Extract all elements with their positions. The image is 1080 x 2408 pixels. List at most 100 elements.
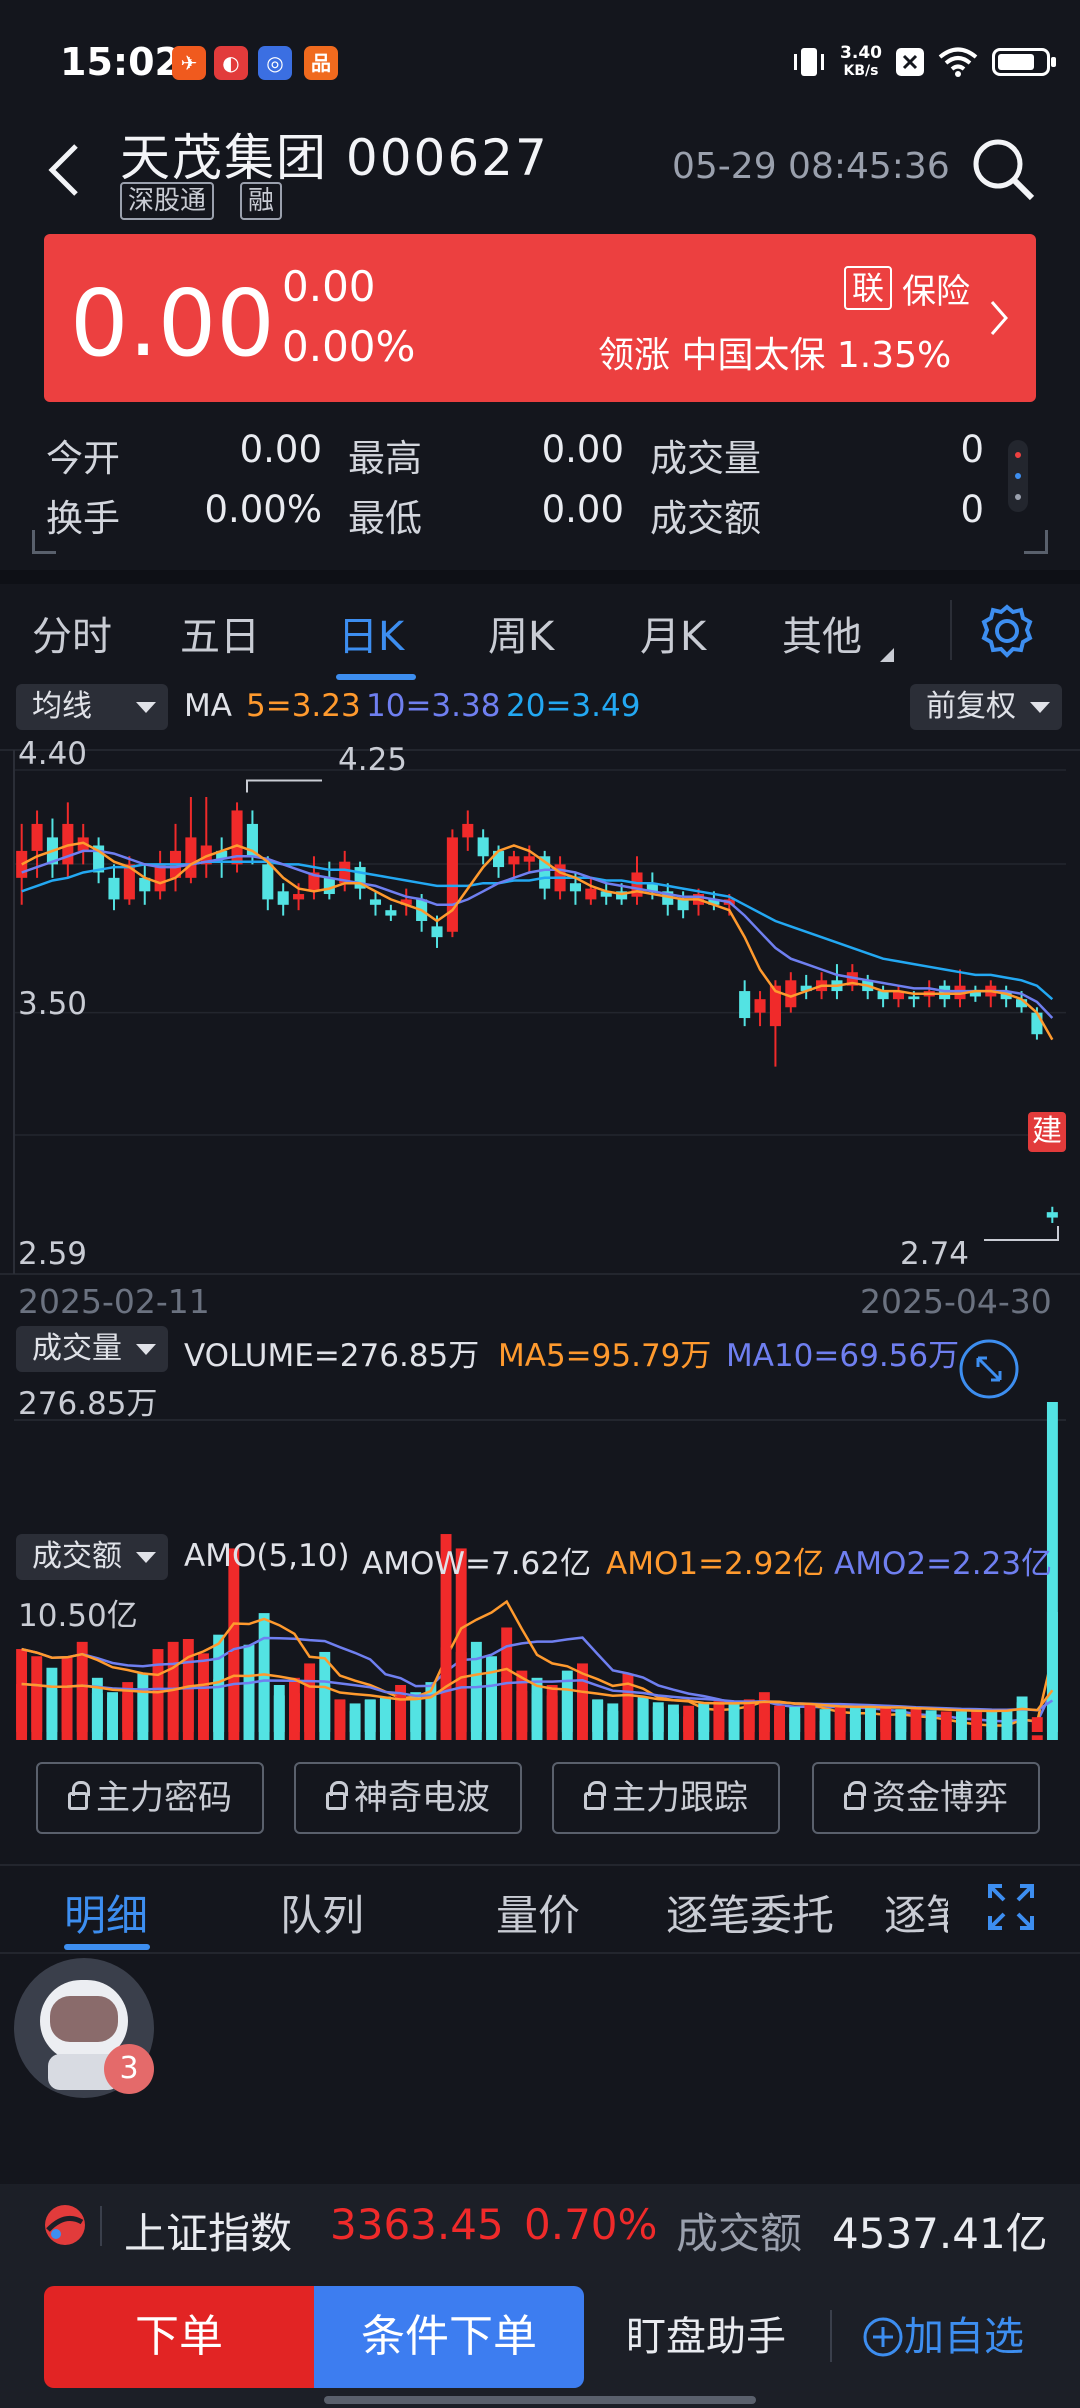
conditional-order-button[interactable]: 条件下单 xyxy=(314,2286,584,2388)
date-end: 2025-04-30 xyxy=(860,1282,1052,1321)
amount-bar xyxy=(1001,1709,1013,1732)
subtab-volume-price[interactable]: 量价 xyxy=(496,1891,581,1940)
build-position-marker[interactable]: 建 xyxy=(1028,1112,1066,1152)
amount-bar xyxy=(758,1700,770,1732)
ma-selector[interactable]: 均线 xyxy=(16,684,168,730)
volume-max: 276.85万 xyxy=(18,1386,158,1422)
candle-body xyxy=(369,899,382,905)
amount-ma5-line xyxy=(21,1667,1054,1713)
indicator-main-force-tracking[interactable]: 主力跟踪 xyxy=(552,1762,780,1834)
lock-icon xyxy=(326,1781,348,1810)
amount-bar xyxy=(622,1692,634,1732)
amount-bar xyxy=(425,1694,437,1732)
amount-bar xyxy=(607,1703,619,1732)
stat-label-volume: 成交量 xyxy=(650,437,761,480)
stat-value-high: 0.00 xyxy=(541,428,624,471)
candle-body xyxy=(508,856,520,865)
stat-value-open: 0.00 xyxy=(239,428,322,471)
status-bar: 15:02 ✈ ◐ ◎ 品 3.40 KB/s xyxy=(0,0,1080,120)
amount-bar xyxy=(379,1698,391,1732)
ma20-value: 20=3.49 xyxy=(506,688,641,724)
lock-icon xyxy=(68,1781,90,1810)
amount-bar xyxy=(986,1710,998,1732)
amount-bar xyxy=(743,1702,755,1732)
stat-label-open: 今开 xyxy=(46,437,120,480)
stat-label-turnover: 换手 xyxy=(46,497,120,540)
candle-body xyxy=(93,845,105,873)
tab-daily-k[interactable]: 日K xyxy=(338,614,405,660)
stats-more-icon[interactable] xyxy=(1008,440,1028,512)
stat-value-volume: 0 xyxy=(960,428,984,471)
candle-body xyxy=(954,985,966,1000)
battery-icon xyxy=(992,48,1056,76)
candle-body xyxy=(123,864,135,900)
subtab-details[interactable]: 明细 xyxy=(64,1891,149,1940)
amount-bar xyxy=(683,1705,695,1732)
amount-bar xyxy=(865,1706,876,1732)
amount-bar xyxy=(577,1688,588,1732)
avatar-badge: 3 xyxy=(104,2044,154,2094)
candle-body xyxy=(231,810,243,865)
add-to-watchlist-button[interactable]: 加自选 xyxy=(862,2286,1058,2388)
subtab-tick-more[interactable]: 逐笔 xyxy=(884,1891,948,1940)
index-name[interactable]: 上证指数 xyxy=(124,2209,293,2258)
tab-other[interactable]: 其他 xyxy=(782,614,862,660)
subtab-queue[interactable]: 队列 xyxy=(280,1891,365,1940)
fullscreen-toggle-icon[interactable] xyxy=(958,1338,1020,1400)
status-time: 15:02 xyxy=(60,40,181,84)
watch-assistant-button[interactable]: 盯盘助手 xyxy=(626,2314,786,2360)
amount-bar xyxy=(637,1698,649,1732)
volume-value: VOLUME=276.85万 xyxy=(184,1338,480,1374)
indicator-magic-wave[interactable]: 神奇电波 xyxy=(294,1762,522,1834)
place-order-button[interactable]: 下单 xyxy=(44,2286,314,2388)
amount-ma10-line xyxy=(21,1679,1054,1712)
sector-name[interactable]: 保险 xyxy=(902,272,970,312)
indicator-main-force-code[interactable]: 主力密码 xyxy=(36,1762,264,1834)
candle-body xyxy=(139,877,151,892)
tab-divider xyxy=(950,600,952,660)
amount-bar xyxy=(258,1672,270,1732)
amount-bar xyxy=(455,1652,467,1732)
tab-weekly-k[interactable]: 周K xyxy=(488,614,555,660)
expand-corner-right[interactable] xyxy=(1024,530,1048,554)
amount-selector[interactable]: 成交额 xyxy=(16,1534,168,1580)
quote-card[interactable] xyxy=(44,234,1036,402)
expand-icon[interactable] xyxy=(988,1884,1034,1930)
candle-body xyxy=(185,837,197,878)
search-icon[interactable] xyxy=(968,134,1040,206)
amount-bar xyxy=(486,1686,497,1732)
candle-body xyxy=(939,985,951,1000)
candle-body xyxy=(846,972,858,986)
candle-body xyxy=(62,823,74,865)
volume-selector[interactable]: 成交量 xyxy=(16,1326,168,1372)
back-arrow-icon[interactable] xyxy=(40,140,90,200)
amount-bar xyxy=(834,1705,846,1732)
amount-bar xyxy=(228,1652,240,1732)
kline-chart[interactable] xyxy=(0,730,1080,1740)
gear-icon[interactable] xyxy=(980,604,1034,658)
subtab-tick-orders[interactable]: 逐笔委托 xyxy=(666,1891,835,1940)
tab-intraday[interactable]: 分时 xyxy=(32,614,112,660)
tab-five-day[interactable]: 五日 xyxy=(180,614,260,660)
amount-max: 10.50亿 xyxy=(18,1598,138,1634)
amount-bar xyxy=(349,1703,361,1732)
index-amount: 4537.41亿 xyxy=(832,2209,1048,2258)
home-indicator xyxy=(324,2396,756,2404)
amount-bar xyxy=(652,1702,664,1732)
amount-bar xyxy=(107,1697,118,1732)
chevron-right-icon[interactable] xyxy=(988,298,1012,338)
amount-bar xyxy=(137,1692,149,1732)
amount-amo2: AMO2=2.23亿 xyxy=(834,1546,1053,1582)
amount-amow: AMOW=7.62亿 xyxy=(362,1546,592,1582)
expand-corner-left[interactable] xyxy=(32,530,56,554)
amount-bar xyxy=(713,1701,725,1732)
tab-monthly-k[interactable]: 月K xyxy=(640,614,707,660)
amount-bar xyxy=(956,1711,967,1732)
volume-bar xyxy=(228,1548,240,1740)
amount-bar xyxy=(789,1706,801,1732)
close-notification-icon xyxy=(896,48,924,76)
candle-body xyxy=(600,891,612,897)
indicator-capital-game[interactable]: 资金博弈 xyxy=(812,1762,1040,1834)
adjust-selector[interactable]: 前复权 xyxy=(910,684,1062,730)
candle-body xyxy=(908,996,920,1000)
